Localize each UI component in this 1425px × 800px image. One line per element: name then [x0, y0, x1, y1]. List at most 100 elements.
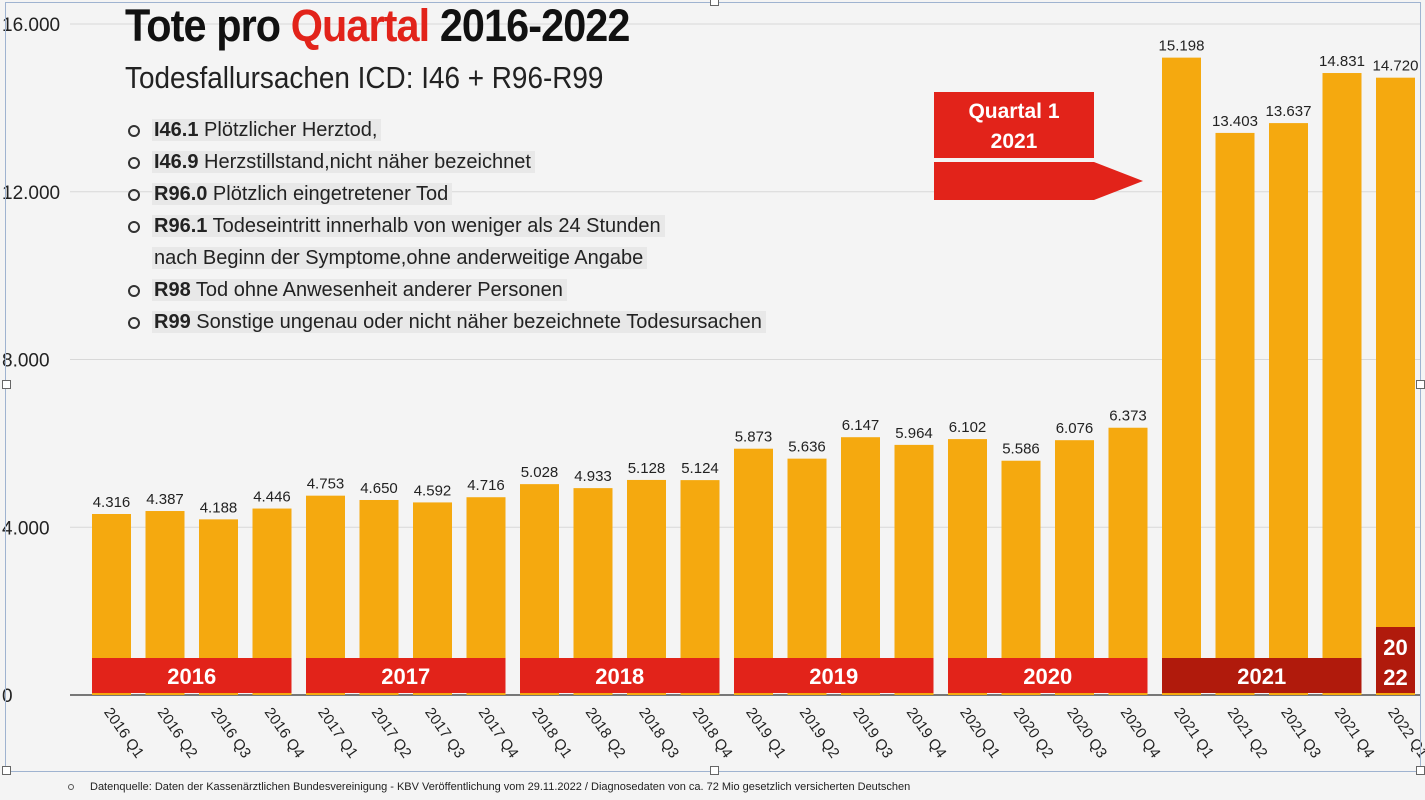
bar	[1001, 460, 1041, 695]
x-tick-label: 2019 Q1	[742, 705, 789, 762]
code-description: Tod ohne Anwesenheit anderer Personen	[190, 279, 563, 301]
footer-text: Datenquelle: Daten der Kassenärztlichen …	[90, 781, 911, 793]
year-band-label: 20	[1383, 635, 1407, 660]
x-tick-label: 2017 Q4	[475, 705, 522, 762]
year-band	[306, 658, 506, 693]
y-tick-label: 4.000	[2, 518, 50, 539]
year-band	[92, 658, 292, 693]
bar	[787, 458, 827, 695]
x-tick-label: 2019 Q3	[849, 705, 896, 762]
resize-handle[interactable]	[710, 0, 719, 6]
x-tick-label: 2016 Q1	[100, 705, 147, 762]
code: R96.0	[154, 183, 208, 205]
x-tick-label: 2016 Q3	[207, 705, 254, 762]
code: I46.9	[154, 151, 199, 173]
resize-handle[interactable]	[1416, 766, 1425, 775]
year-band	[734, 658, 934, 693]
y-tick-label: 16.000	[2, 15, 60, 36]
data-label: 13.403	[1212, 113, 1258, 130]
year-band	[948, 658, 1148, 693]
title-part: 2016-2022	[429, 0, 631, 51]
x-tick-label: 2018 Q2	[582, 705, 629, 762]
year-band-label: 2017	[381, 664, 430, 689]
title-part: Tote pro	[125, 0, 291, 51]
x-tick-label: 2019 Q2	[796, 705, 843, 762]
data-label: 4.650	[360, 480, 398, 497]
bullet-icon	[128, 124, 140, 137]
bar	[1376, 77, 1415, 696]
x-tick-label: 2022 Q1	[1384, 705, 1425, 762]
resize-handle[interactable]	[2, 380, 11, 389]
bar	[1269, 123, 1308, 695]
code-description: nach Beginn der Symptome,ohne anderweiti…	[154, 247, 644, 269]
code-description: Plötzlich eingetretener Tod	[207, 183, 449, 205]
bar	[1215, 132, 1255, 695]
list-item: I46.1 Plötzlicher Herztod,	[128, 114, 766, 146]
data-label: 4.592	[414, 482, 452, 499]
bullet-icon	[128, 220, 140, 233]
x-tick-label: 2021 Q3	[1277, 705, 1324, 762]
data-label: 4.316	[93, 494, 131, 511]
x-tick-label: 2020 Q2	[1010, 705, 1057, 762]
data-label: 5.124	[681, 460, 719, 477]
data-label: 15.198	[1159, 38, 1205, 55]
annotation-box	[934, 92, 1094, 158]
y-tick-label: 12.000	[2, 183, 60, 204]
bar	[841, 437, 880, 695]
data-source-note: Datenquelle: Daten der Kassenärztlichen …	[68, 781, 910, 793]
year-band	[520, 658, 720, 693]
list-item-continuation: nach Beginn der Symptome,ohne anderweiti…	[128, 242, 766, 274]
data-label: 4.933	[574, 468, 612, 485]
data-label: 6.102	[949, 419, 987, 436]
code-description: Sonstige ungenau oder nicht näher bezeic…	[190, 311, 762, 333]
data-label: 5.636	[788, 439, 826, 456]
icd-code-list: I46.1 Plötzlicher Herztod, I46.9 Herzsti…	[128, 114, 766, 338]
data-label: 5.964	[895, 425, 933, 442]
data-label: 4.753	[307, 476, 345, 493]
y-tick-label: 0	[2, 686, 13, 707]
bullet-icon	[128, 284, 140, 297]
year-band-label: 2018	[595, 664, 644, 689]
resize-handle[interactable]	[2, 766, 11, 775]
x-tick-label: 2017 Q3	[421, 705, 468, 762]
resize-handle[interactable]	[1416, 380, 1425, 389]
x-tick-label: 2016 Q4	[261, 705, 308, 762]
x-tick-label: 2016 Q2	[154, 705, 201, 762]
year-band-label: 2016	[167, 664, 216, 689]
bar	[948, 439, 987, 695]
x-tick-label: 2018 Q4	[689, 705, 736, 762]
data-label: 14.720	[1373, 58, 1419, 75]
x-tick-label: 2017 Q2	[368, 705, 415, 762]
bar	[1108, 427, 1148, 695]
list-item: R98 Tod ohne Anwesenheit anderer Persone…	[128, 274, 766, 306]
data-label: 4.446	[253, 489, 291, 506]
chart-title: Tote pro Quartal 2016-2022	[125, 0, 630, 52]
code-description: Herzstillstand,nicht näher bezeichnet	[198, 151, 531, 173]
data-label: 5.128	[628, 460, 666, 477]
x-tick-label: 2019 Q4	[903, 705, 950, 762]
x-tick-label: 2021 Q1	[1170, 705, 1217, 762]
code: R96.1	[154, 215, 208, 237]
annotation-text: 2021	[991, 130, 1038, 153]
data-label: 4.387	[146, 491, 184, 508]
arrow-icon	[934, 162, 1143, 200]
year-band-label: 2019	[809, 664, 858, 689]
bar	[1162, 57, 1201, 696]
x-tick-label: 2020 Q4	[1117, 705, 1164, 762]
data-label: 6.373	[1109, 408, 1147, 425]
bar	[894, 444, 934, 695]
resize-handle[interactable]	[710, 766, 719, 775]
code: R98	[154, 279, 191, 301]
x-tick-label: 2018 Q1	[528, 705, 575, 762]
x-tick-label: 2021 Q2	[1224, 705, 1271, 762]
code: I46.1	[154, 119, 199, 141]
bar	[1055, 440, 1094, 695]
data-label: 4.716	[467, 477, 505, 494]
x-tick-label: 2017 Q1	[314, 705, 361, 762]
data-label: 13.637	[1266, 103, 1312, 120]
bar	[1322, 73, 1362, 695]
chart-subtitle: Todesfallursachen ICD: I46 + R96-R99	[125, 60, 604, 95]
year-band-label: 2021	[1237, 664, 1286, 689]
data-label: 6.147	[842, 417, 880, 434]
